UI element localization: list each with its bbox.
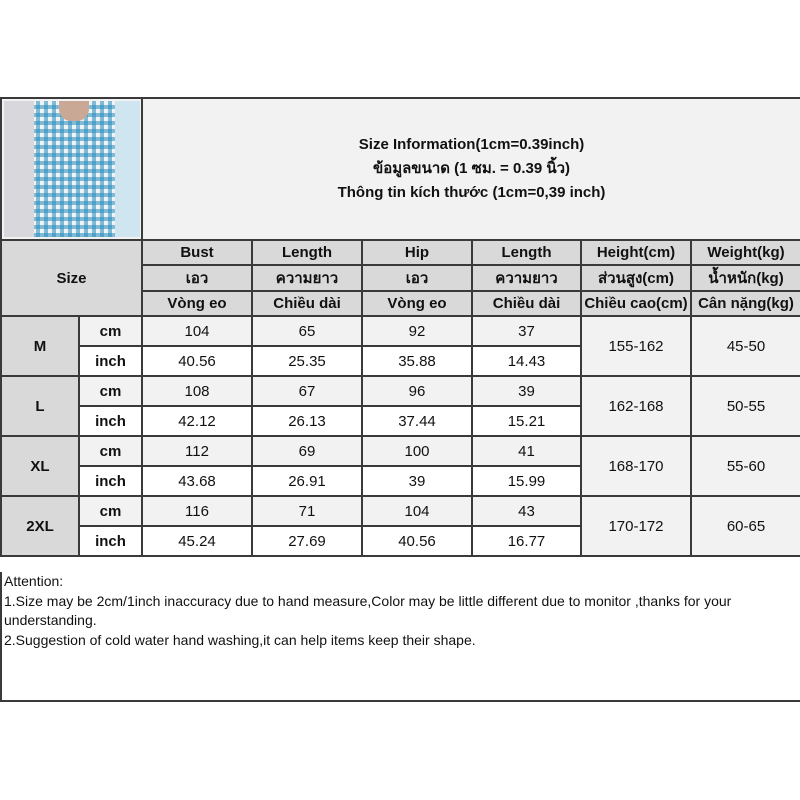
- column-header: Vòng eo: [361, 290, 473, 317]
- unit-label: cm: [78, 435, 143, 467]
- measurement-value: 96: [361, 375, 473, 407]
- column-header: Length: [251, 239, 363, 266]
- measurement-value: 43.68: [141, 465, 253, 497]
- measurement-value: 116: [141, 495, 253, 527]
- measurement-value: 37: [471, 315, 582, 347]
- product-photo: [3, 101, 140, 237]
- unit-label: cm: [78, 495, 143, 527]
- measurement-value: 104: [141, 315, 253, 347]
- column-header: Weight(kg): [689, 239, 800, 266]
- column-header: Chiều dài: [251, 290, 363, 317]
- unit-label: inch: [78, 345, 143, 377]
- attention-heading: Attention:: [4, 573, 64, 589]
- column-header: Chiều dài: [471, 290, 582, 317]
- measurement-value: 69: [251, 435, 363, 467]
- measurement-value: 100: [361, 435, 473, 467]
- measurement-value: 92: [361, 315, 473, 347]
- size-chart-table: Size Information(1cm=0.39inch) ข้อมูลขนา…: [0, 97, 800, 557]
- height-range: 168-170: [580, 435, 692, 497]
- title-thai: ข้อมูลขนาด (1 ซม. = 0.39 นิ้ว): [372, 160, 571, 177]
- column-header: Length: [471, 239, 582, 266]
- column-header: Hip: [361, 239, 473, 266]
- height-range: 155-162: [580, 315, 692, 377]
- measurement-value: 14.43: [471, 345, 582, 377]
- measurement-value: 15.99: [471, 465, 582, 497]
- table-row: inch 42.12 26.13 37.44 15.21: [1, 405, 800, 437]
- measurement-value: 42.12: [141, 405, 253, 437]
- measurement-value: 67: [251, 375, 363, 407]
- height-range: 170-172: [580, 495, 692, 557]
- measurement-value: 16.77: [471, 525, 582, 557]
- attention-note-2: 2.Suggestion of cold water hand washing,…: [4, 631, 476, 648]
- measurement-value: 27.69: [251, 525, 363, 557]
- column-header: ส่วนสูง(cm): [580, 264, 692, 292]
- table-row: 2XL cm 116 71 104 43 170-172 60-65: [0, 495, 800, 557]
- unit-label: cm: [78, 315, 143, 347]
- size-name: XL: [0, 435, 80, 497]
- product-photo-cell: [0, 97, 143, 241]
- measurement-value: 71: [251, 495, 363, 527]
- measurement-value: 43: [471, 495, 582, 527]
- measurement-value: 112: [141, 435, 253, 467]
- measurement-value: 39: [361, 465, 473, 497]
- column-header: ความยาว: [471, 264, 582, 292]
- table-row: inch 45.24 27.69 40.56 16.77: [1, 525, 800, 557]
- measurement-value: 45.24: [141, 525, 253, 557]
- measurement-value: 37.44: [361, 405, 473, 437]
- table-row: XL cm 112 69 100 41 168-170 55-60: [0, 435, 800, 497]
- weight-range: 55-60: [689, 435, 800, 497]
- column-header: Bust: [141, 239, 253, 266]
- measurement-value: 35.88: [361, 345, 473, 377]
- measurement-value: 40.56: [361, 525, 473, 557]
- column-header: Cân nặng(kg): [689, 290, 800, 317]
- size-name: M: [0, 315, 80, 377]
- measurement-value: 41: [471, 435, 582, 467]
- column-header: เอว: [141, 264, 253, 292]
- measurement-value: 108: [141, 375, 253, 407]
- measurement-value: 15.21: [471, 405, 582, 437]
- column-header: Chiều cao(cm): [580, 290, 692, 317]
- size-name: L: [0, 375, 80, 437]
- size-header: Size: [0, 239, 143, 317]
- column-header: เอว: [361, 264, 473, 292]
- table-row: inch 40.56 25.35 35.88 14.43: [1, 345, 800, 377]
- column-header: ความยาว: [251, 264, 363, 292]
- measurement-value: 26.13: [251, 405, 363, 437]
- unit-label: inch: [78, 525, 143, 557]
- unit-label: inch: [78, 465, 143, 497]
- unit-label: cm: [78, 375, 143, 407]
- weight-range: 60-65: [689, 495, 800, 557]
- column-header: Vòng eo: [141, 290, 253, 317]
- attention-note-1: 1.Size may be 2cm/1inch inaccuracy due t…: [4, 592, 732, 629]
- weight-range: 45-50: [689, 315, 800, 377]
- column-header: Height(cm): [580, 239, 692, 266]
- unit-label: inch: [78, 405, 143, 437]
- weight-range: 50-55: [689, 375, 800, 437]
- measurement-value: 39: [471, 375, 582, 407]
- measurement-value: 104: [361, 495, 473, 527]
- title-vietnamese: Thông tin kích thước (1cm=0,39 inch): [337, 184, 606, 201]
- measurement-value: 65: [251, 315, 363, 347]
- title-english: Size Information(1cm=0.39inch): [358, 136, 585, 153]
- table-row: inch 43.68 26.91 39 15.99: [1, 465, 800, 497]
- measurement-value: 40.56: [141, 345, 253, 377]
- size-name: 2XL: [0, 495, 80, 557]
- measurement-value: 25.35: [251, 345, 363, 377]
- attention-notes: Attention: 1.Size may be 2cm/1inch inacc…: [0, 572, 800, 702]
- height-range: 162-168: [580, 375, 692, 437]
- title-cell: Size Information(1cm=0.39inch) ข้อมูลขนา…: [140, 97, 800, 241]
- column-header: น้ำหนัก(kg): [689, 264, 800, 292]
- measurement-value: 26.91: [251, 465, 363, 497]
